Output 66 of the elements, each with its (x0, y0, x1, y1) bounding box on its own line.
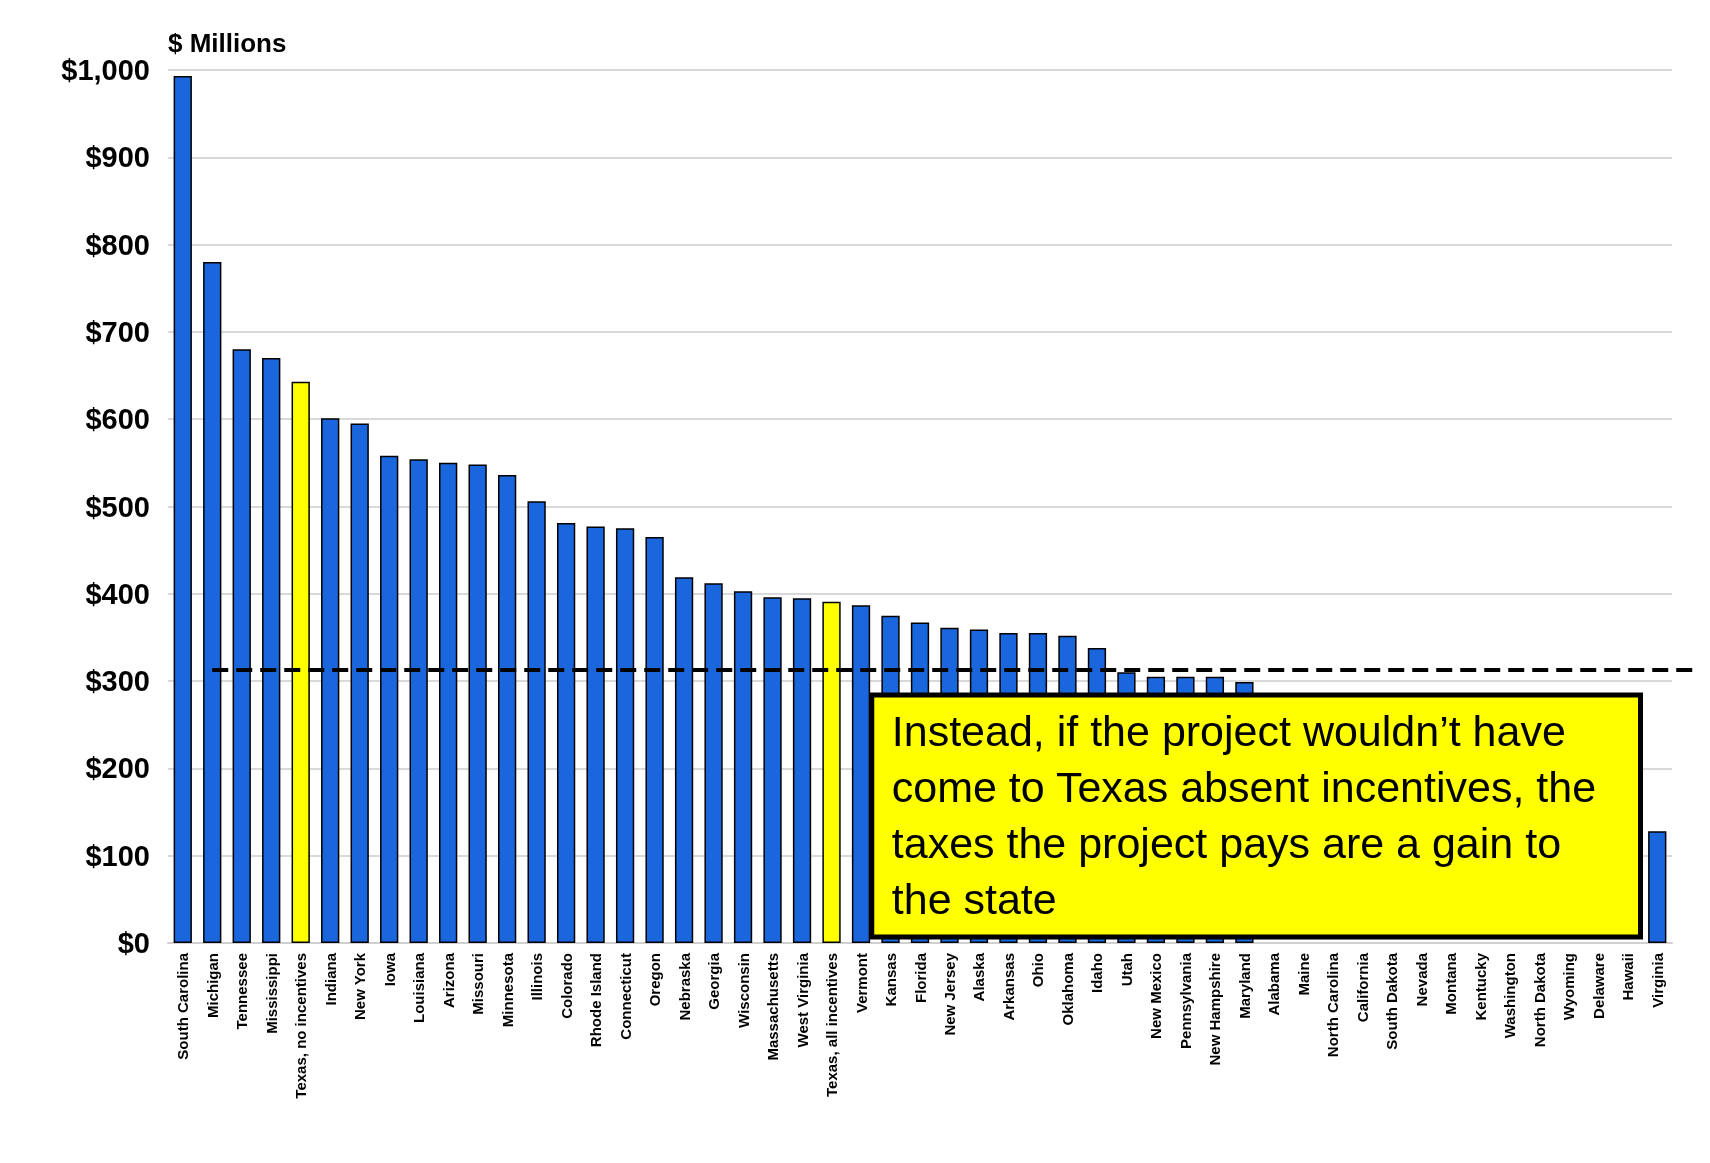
x-tick-label: Utah (1117, 953, 1135, 987)
x-tick-label: Ohio (1029, 953, 1047, 988)
x-tick-label: Michigan (203, 953, 221, 1019)
y-axis-title: $ Millions (168, 28, 287, 58)
x-tick-label: Louisiana (410, 952, 428, 1024)
y-tick-label: $900 (85, 141, 150, 174)
x-tick-label: Connecticut (616, 953, 634, 1040)
x-tick-label: Minnesota (498, 952, 516, 1028)
x-tick-label: Nevada (1412, 952, 1430, 1007)
x-tick-label: Washington (1501, 953, 1519, 1039)
x-tick-label: Vermont (852, 953, 870, 1014)
x-tick-label: Massachusetts (764, 953, 782, 1061)
x-tick-label: Nebraska (675, 952, 693, 1021)
x-tick-label: California (1353, 952, 1371, 1023)
x-tick-label: New Hampshire (1206, 953, 1224, 1066)
x-tick-label: North Dakota (1530, 952, 1548, 1048)
annotation: Instead, if the project wouldn’t have come to Texas absent incentives, the taxes the project pays are a gain to the state (891, 707, 1609, 923)
x-tick-label: Rhode Island (587, 953, 605, 1048)
y-tick-label: $1,000 (61, 54, 150, 86)
x-tick-label: New Mexico (1147, 953, 1165, 1039)
x-tick-label: South Dakota (1383, 952, 1401, 1050)
x-tick-label: Kentucky (1471, 952, 1489, 1021)
x-tick-label: North Carolina (1324, 952, 1342, 1058)
x-tick-label: Wyoming (1560, 953, 1578, 1021)
x-tick-label: Oregon (646, 953, 664, 1007)
x-tick-label: Texas, no incentives (292, 953, 310, 1099)
x-tick-label: Colorado (557, 953, 575, 1019)
x-tick-label: Texas, all incentives (823, 953, 841, 1097)
bar (173, 76, 192, 943)
x-tick-label: Montana (1442, 952, 1460, 1015)
y-tick-label: $600 (85, 403, 150, 436)
x-tick-label: Hawaii (1619, 953, 1637, 1001)
x-tick-label: Virginia (1648, 952, 1666, 1008)
x-tick-label: Maryland (1235, 953, 1253, 1019)
x-tick-label: West Virginia (793, 952, 811, 1048)
x-tick-label: New York (351, 952, 369, 1020)
y-tick-label: $0 (117, 927, 150, 959)
x-tick-label: Kansas (882, 953, 900, 1007)
x-tick-label: Arkansas (999, 953, 1017, 1021)
y-tick-label: $200 (85, 752, 150, 785)
x-tick-label: Iowa (380, 952, 398, 987)
x-tick-label: Wisconsin (734, 953, 752, 1028)
x-tick-label: Mississippi (262, 953, 280, 1034)
x-tick-label: New Jersey (940, 952, 958, 1036)
y-tick-label: $800 (85, 228, 150, 261)
x-tick-label: South Carolina (174, 952, 192, 1060)
x-tick-label: Georgia (705, 952, 723, 1010)
y-tick-label: $300 (85, 665, 150, 698)
x-tick-label: Oklahoma (1058, 952, 1076, 1026)
x-tick-label: Maine (1294, 953, 1312, 996)
x-tick-label: Arizona (439, 952, 457, 1009)
x-tick-label: Alabama (1265, 952, 1283, 1016)
y-tick-label: $400 (85, 577, 150, 610)
x-tick-label: Missouri (469, 953, 487, 1015)
x-tick-label: Florida (911, 952, 929, 1004)
y-tick-label: $100 (85, 839, 150, 872)
x-tick-label: Pennsylvania (1176, 952, 1194, 1049)
x-tick-label: Idaho (1088, 953, 1106, 993)
y-tick-label: $500 (85, 490, 150, 523)
x-tick-label: Illinois (528, 953, 546, 1001)
x-tick-label: Tennessee (233, 953, 251, 1030)
x-tick-label: Alaska (970, 952, 988, 1002)
bar (1648, 831, 1667, 943)
x-tick-label: Delaware (1589, 953, 1607, 1019)
x-tick-label: Indiana (321, 952, 339, 1006)
y-tick-label: $700 (85, 315, 150, 348)
